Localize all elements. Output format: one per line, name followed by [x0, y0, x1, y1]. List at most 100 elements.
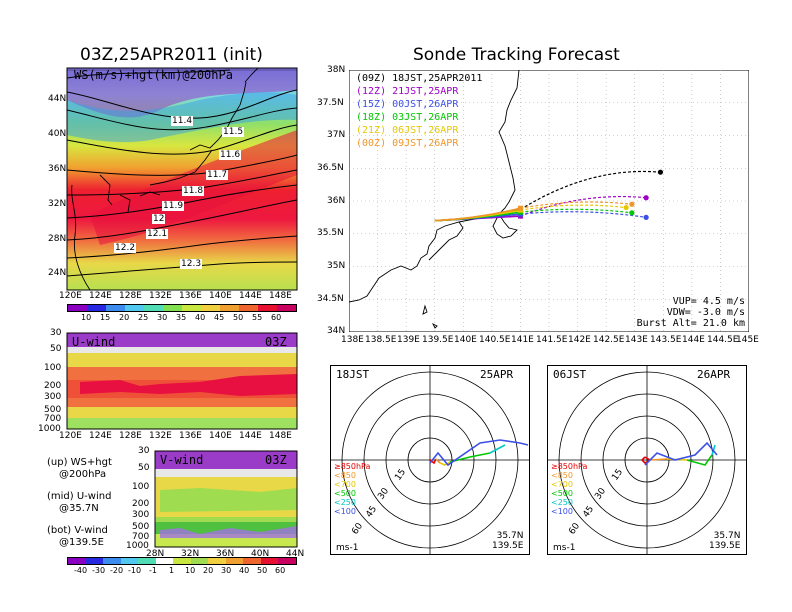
p-tick: 100: [132, 482, 150, 492]
lon-tick: 142.5E: [593, 335, 625, 345]
note-line: (up) WS+hgt: [47, 457, 112, 468]
lat-tick: 34N: [327, 326, 346, 336]
polar-legend-item: <850: [334, 471, 356, 480]
track-descent-line: [520, 208, 632, 214]
p-tick: 50: [50, 344, 62, 354]
contour-label: 12: [152, 214, 166, 224]
polar-legend-item: <500: [334, 489, 356, 498]
cbar-tick: 30: [157, 313, 168, 322]
lon-tick: 139E: [397, 335, 420, 345]
contour-label: 11.8: [182, 186, 205, 196]
vwind-time: 03Z: [265, 453, 287, 467]
track-descent-line: [520, 211, 647, 218]
legend-item: (09Z) 18JST,25APR2011: [356, 73, 483, 84]
ws-map-field: [67, 68, 297, 290]
cbar-tick: 1: [169, 566, 175, 575]
cbar-tick: 25: [138, 313, 149, 322]
note-line: @139.5E: [59, 537, 104, 548]
cbar-tick: -40: [74, 566, 88, 575]
lon-tick: 141.5E: [536, 335, 568, 345]
lon-tick: 120E: [59, 431, 82, 441]
contour-label: 11.4: [171, 116, 194, 126]
lon-tick: 136E: [179, 431, 202, 441]
p-tick: 30: [50, 328, 62, 338]
colorbar-top: [67, 304, 297, 312]
burst-param: Burst Alt= 21.0 km: [636, 318, 745, 329]
lon-tick: 124E: [89, 291, 112, 301]
lon-tick: 141E: [511, 335, 534, 345]
lon-tick: 145E: [736, 335, 759, 345]
lat-tick: 40N: [251, 549, 270, 559]
polar1-date: 25APR: [480, 368, 514, 381]
polar-legend-item: <500: [551, 489, 573, 498]
track-descent-line: [520, 201, 632, 209]
track-lines: [434, 169, 664, 222]
lat-tick: 38N: [327, 65, 346, 75]
lon-tick: 144E: [239, 291, 262, 301]
lon-tick: 139.5E: [422, 335, 454, 345]
lon-tick: 140E: [209, 431, 232, 441]
loc-lat: 35.7N: [713, 531, 741, 541]
uwind-label: U-wind: [72, 335, 116, 349]
map-label: WS(m/s)+hgt(km)@200hPa: [74, 68, 233, 82]
cbar-tick: -30: [92, 566, 106, 575]
lon-tick: 140E: [454, 335, 477, 345]
lat-tick: 28N: [48, 234, 67, 244]
lat-tick: 24N: [48, 268, 67, 278]
lat-tick: 34.5N: [317, 294, 344, 304]
lat-tick: 36N: [327, 196, 346, 206]
coastline: [349, 70, 520, 329]
lat-tick: 44N: [286, 549, 305, 559]
lat-tick: 36.5N: [317, 163, 344, 173]
p-tick: 1000: [126, 541, 149, 551]
track-descent-line: [520, 204, 627, 211]
vup-param: VUP= 4.5 m/s: [672, 296, 745, 307]
polar-18jst: [330, 365, 530, 555]
cbar-tick: 60: [271, 313, 282, 322]
polar-legend-item: ≥850hPa: [551, 462, 588, 471]
loc-lon: 139.5E: [492, 541, 524, 551]
cbar-tick: 50: [233, 313, 244, 322]
polar2-loc: 35.7N 139.5E: [709, 531, 740, 551]
landing-point: [629, 210, 635, 216]
lat-tick: 37N: [327, 130, 346, 140]
track-legend: (09Z) 18JST,25APR2011 (12Z) 21JST,25APR …: [356, 72, 482, 150]
p-tick: 100: [44, 363, 62, 373]
legend-item: (21Z) 06JST,26APR: [356, 125, 459, 136]
lat-tick: 36N: [216, 549, 235, 559]
cbar-tick: -10: [128, 566, 142, 575]
track-chart: [349, 70, 749, 332]
lon-tick: 142E: [568, 335, 591, 345]
contour-label: 12.1: [146, 229, 169, 239]
p-tick: 50: [138, 463, 150, 473]
p-tick: 500: [44, 405, 62, 415]
cbar-tick: 50: [257, 566, 268, 575]
map-title: 03Z,25APR2011 (init): [80, 45, 263, 65]
note-up: (up) WS+hgt: [47, 457, 112, 469]
polar1-legend: ≥850hPa <850 <700 <500 <250 <100: [334, 462, 370, 516]
p-tick: 30: [138, 446, 150, 456]
lat-tick: 37.5N: [317, 98, 344, 108]
polar-legend-item: <250: [334, 498, 356, 507]
lon-tick: 143E: [625, 335, 648, 345]
polar1-time: 18JST: [336, 368, 370, 381]
polar-legend-item: <700: [551, 480, 573, 489]
cbar-tick: -20: [110, 566, 124, 575]
track-descent-line: [520, 195, 647, 217]
lon-tick: 138E: [341, 335, 364, 345]
cbar-tick: 30: [221, 566, 232, 575]
cbar-tick: 40: [195, 313, 206, 322]
lon-tick: 148E: [269, 431, 292, 441]
uwind-time: 03Z: [265, 335, 287, 349]
loc-lat: 35.7N: [496, 531, 524, 541]
lon-tick: 128E: [119, 431, 142, 441]
track-title: Sonde Tracking Forecast: [413, 45, 620, 65]
landing-point: [623, 204, 629, 211]
vwind-label: V-wind: [160, 453, 204, 467]
lon-tick: 124E: [89, 431, 112, 441]
cbar-tick: 20: [203, 566, 214, 575]
polar2-date: 26APR: [697, 368, 731, 381]
p-tick: 700: [132, 532, 150, 542]
p-tick: 1000: [38, 424, 61, 434]
